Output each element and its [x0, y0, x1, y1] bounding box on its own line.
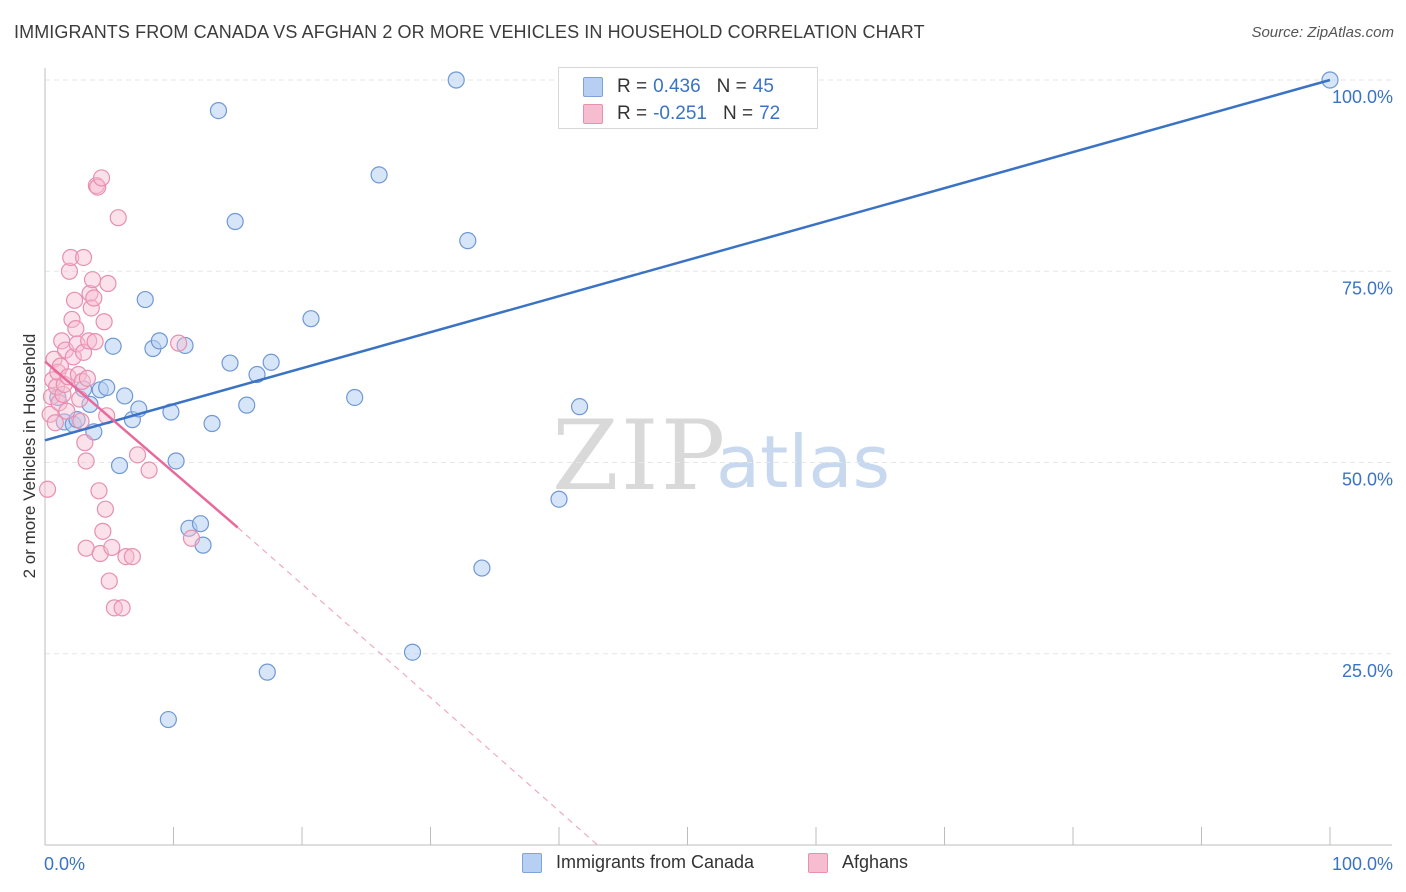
- afghan-point: [71, 390, 89, 408]
- legend-label-canada: Immigrants from Canada: [556, 852, 755, 872]
- afghan-point: [117, 547, 135, 566]
- legend-n-value-canada: 45: [752, 76, 774, 97]
- canada-point: [203, 414, 221, 433]
- canada-point: [346, 388, 364, 407]
- afghan-point: [67, 320, 85, 338]
- source-label: Source: ZipAtlas.com: [1251, 24, 1394, 41]
- afghan-point: [123, 547, 141, 566]
- legend-swatch-pink: [583, 104, 603, 124]
- legend-r-value-afghans: -0.251: [653, 103, 707, 124]
- canada-point: [81, 395, 99, 413]
- legend-r-value-canada: 0.436: [653, 76, 701, 97]
- canada-point: [550, 490, 568, 508]
- afghan-point: [100, 572, 118, 590]
- afghan-point: [77, 452, 95, 470]
- canada-point: [258, 663, 276, 681]
- canada-point: [159, 710, 177, 729]
- legend-r-label: R =: [617, 76, 648, 97]
- afghan-point: [113, 599, 131, 617]
- afghan-point: [92, 169, 111, 187]
- legend-n-label: N =: [716, 76, 747, 97]
- canada-point: [167, 452, 185, 470]
- afghan-point: [170, 334, 188, 352]
- afghan-point: [45, 350, 63, 368]
- afghan-point: [58, 402, 76, 420]
- afghan-point: [72, 412, 90, 430]
- legend-n-label: N =: [722, 103, 754, 124]
- afghan-point: [76, 434, 94, 452]
- canada-point: [221, 354, 239, 372]
- afghan-point: [60, 262, 79, 280]
- afghan-point: [73, 372, 91, 391]
- legend-r-label: R =: [617, 103, 648, 124]
- afghan-point: [46, 414, 64, 432]
- canada-point: [447, 71, 465, 89]
- canada-point: [136, 290, 154, 309]
- afghan-point: [74, 248, 93, 267]
- canada-point: [110, 456, 129, 475]
- afghan-point: [41, 405, 59, 423]
- afghan-point: [90, 482, 108, 500]
- legend-swatch-blue: [522, 852, 542, 873]
- afghan-point: [83, 271, 102, 289]
- canada-point: [570, 398, 589, 416]
- legend-label-afghans: Afghans: [842, 852, 909, 872]
- afghan-point: [109, 209, 127, 227]
- afghan-point: [82, 299, 100, 317]
- afghan-point: [64, 348, 82, 366]
- canada-point: [473, 559, 491, 577]
- legend-swatch-blue: [583, 77, 603, 97]
- afghan-point: [96, 500, 114, 518]
- afghan-point: [182, 529, 201, 547]
- afghan-point: [103, 538, 121, 557]
- canada-point: [238, 396, 256, 414]
- afghan-point: [128, 446, 147, 464]
- canada-point: [209, 101, 228, 120]
- canada-point: [302, 310, 320, 328]
- afghan-point: [38, 480, 57, 498]
- chart-title: IMMIGRANTS FROM CANADA VS AFGHAN 2 OR MO…: [14, 22, 925, 42]
- afghan-point: [99, 274, 117, 293]
- y-tick-label: 25.0%: [1342, 661, 1393, 681]
- afghan-point: [78, 369, 97, 387]
- afghan-point: [140, 461, 158, 479]
- correlation-legend: R = 0.436 N = 45 R = -0.251 N = 72: [558, 67, 818, 129]
- afghan-point: [86, 333, 104, 351]
- afghan-point: [95, 313, 113, 331]
- x-tick-label: 0.0%: [44, 854, 85, 874]
- legend-row-afghans: R = -0.251 N = 72: [583, 101, 780, 127]
- canada-point: [98, 378, 116, 397]
- legend-row-canada: R = 0.436 N = 45: [583, 74, 774, 100]
- watermark-zip: ZIP: [552, 400, 728, 512]
- canada-point: [403, 643, 422, 661]
- canada-point: [150, 332, 168, 350]
- canada-point: [104, 337, 122, 355]
- afghan-point: [89, 178, 107, 196]
- canada-point: [226, 212, 244, 231]
- legend-swatch-pink: [808, 852, 828, 873]
- canada-point: [459, 232, 477, 250]
- afghan-trend-extension: [237, 527, 598, 846]
- canada-point: [370, 166, 388, 184]
- canada-point: [116, 387, 134, 405]
- afghan-point: [94, 522, 112, 540]
- y-tick-label: 100.0%: [1332, 87, 1393, 107]
- x-tick-label: 100.0%: [1332, 854, 1393, 874]
- afghan-point: [62, 248, 80, 267]
- canada-point: [191, 515, 210, 533]
- canada-point: [262, 353, 280, 371]
- afghan-point: [65, 291, 84, 309]
- afghan-point: [80, 332, 98, 350]
- afghan-point: [85, 289, 103, 307]
- legend-item-canada[interactable]: Immigrants from Canada: [522, 852, 754, 873]
- afghan-trend-line: [44, 360, 239, 529]
- y-tick-label: 50.0%: [1342, 470, 1393, 490]
- legend-n-value-afghans: 72: [759, 103, 781, 124]
- legend-item-afghans[interactable]: Afghans: [808, 852, 908, 873]
- afghan-point: [63, 310, 81, 329]
- series-legend: Immigrants from Canada Afghans: [0, 852, 1406, 876]
- y-tick-label: 75.0%: [1342, 278, 1393, 298]
- canada-trend-line: [44, 78, 1331, 442]
